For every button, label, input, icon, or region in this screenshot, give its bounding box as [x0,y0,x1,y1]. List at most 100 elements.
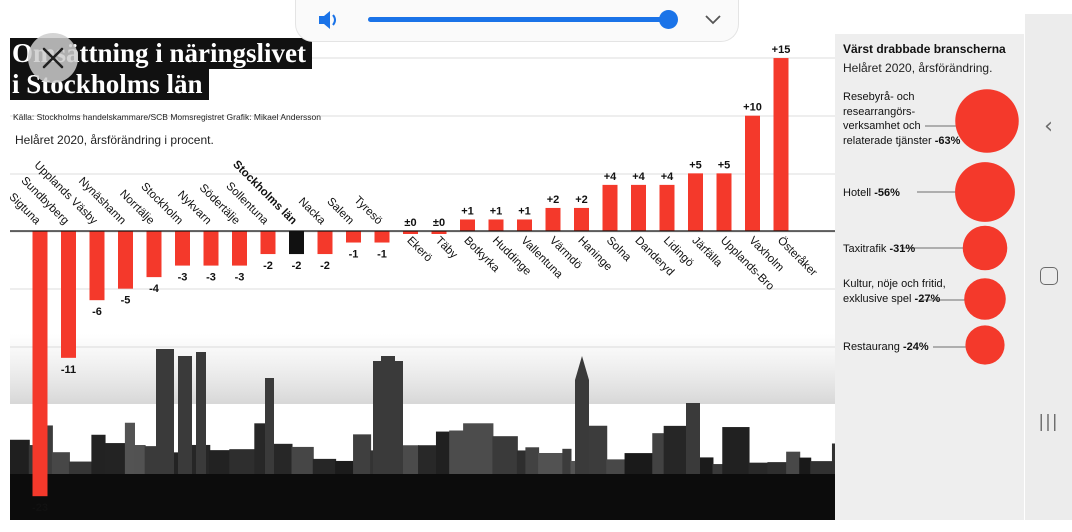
skyline-tower [196,352,206,520]
bar [175,231,190,266]
value-label: ±0 [433,217,445,229]
value-label: +2 [547,194,560,206]
home-button[interactable] [1025,267,1072,289]
bar [431,231,447,234]
value-label: +5 [689,159,702,171]
volume-slider-thumb[interactable] [658,10,678,29]
volume-icon[interactable] [314,5,344,35]
industry-label: Taxitrafik -31% [843,242,915,257]
category-label: Nacka [296,196,328,228]
media-controls [295,0,739,42]
skyline-building [254,423,266,520]
volume-slider-fill [368,17,668,22]
skyline-building [42,425,53,520]
back-button[interactable]: ‹ [1025,114,1072,139]
skyline-tower [381,356,395,362]
industry-bubble [955,162,1015,222]
bar [89,231,105,301]
chevron-down-icon[interactable] [702,8,724,30]
industry-value: -24% [902,341,929,353]
bar [32,231,48,497]
home-icon [1039,267,1058,285]
skyline-building [124,422,135,520]
close-button[interactable] [28,33,78,83]
industry-bubble [955,89,1019,153]
bar [773,58,789,231]
bar [574,207,589,231]
value-label: ±0 [404,217,416,229]
value-label: +4 [632,171,645,183]
category-label: Ekerö [404,235,434,265]
navigation-bar: ‹ ||| [1025,14,1072,520]
value-label: +4 [661,171,674,183]
category-label: Salem [324,196,356,228]
value-label: -3 [235,272,245,284]
industry-label: Restaurang -24% [843,340,929,355]
bar [488,219,504,231]
bar [716,173,732,231]
bar [517,219,532,231]
bar [146,231,162,278]
bar [602,184,618,231]
bar [289,231,304,255]
bar [346,231,361,243]
value-label: +1 [490,205,503,217]
chart-graphic: -23 Sigtuna -11 Sundbyberg -6 Upplands Väsby -… [10,34,1024,520]
panel-subtitle: Helåret 2020, årsförändring. [843,61,993,75]
industry-bubble [965,325,1005,365]
bar [659,184,675,231]
industry-name: Restaurang [843,341,900,353]
value-label: +15 [772,44,791,56]
industry-value: -27% [914,292,941,305]
industry-name: Resebyrå- och researrangörs- verksamhet … [843,91,932,147]
industry-bubble [964,278,1006,320]
industry-name: Hotell [843,187,872,199]
industry-label: Hotell -56% [843,186,900,201]
value-label: -1 [377,249,387,261]
value-label: +2 [575,194,588,206]
value-label: -2 [320,260,330,272]
skyline-tower [265,378,274,520]
industry-panel: Värst drabbade branscherna Helåret 2020,… [835,34,1024,520]
bar [688,173,703,231]
value-label: -4 [149,283,160,295]
bar [631,184,646,231]
bar [203,231,219,266]
bar [403,231,418,234]
value-label: +5 [718,159,731,171]
volume-slider-track[interactable] [368,10,678,29]
recents-icon: ||| [1038,412,1059,432]
industry-bubble [962,225,1008,271]
chart-subtitle: Helåret 2020, årsförändring i procent. [15,133,214,147]
industry-label: Kultur, nöje och fritid, exklusive spel … [843,277,947,306]
value-label: +4 [604,171,617,183]
value-label: -6 [92,306,102,318]
bars [32,58,789,497]
industry-name: Kultur, nöje och fritid, exklusive spel [843,278,946,305]
source-credit: Källa: Stockholms handelskammare/SCB Mom… [13,112,322,122]
panel-title: Värst drabbade branscherna [843,42,1006,56]
panel-bubbles [901,89,1019,365]
value-label: -3 [206,272,216,284]
skyline-spire [575,356,589,380]
value-label: -23 [32,502,48,514]
value-label: +1 [461,205,474,217]
category-label: Järfälla [689,235,724,270]
value-label: -11 [61,364,76,376]
industry-value: -31% [889,243,916,255]
bar [374,231,390,243]
close-icon [42,47,64,69]
category-label: Österåker [775,235,819,279]
bar [460,219,475,231]
value-label: +10 [743,102,762,114]
industry-label: Resebyrå- och researrangörs- verksamhet … [843,90,963,148]
category-label: Täby [433,235,460,262]
value-label: -1 [349,249,359,261]
bar [317,231,333,255]
sky-haze [10,334,835,404]
back-icon: ‹ [1044,114,1053,139]
industry-name: Taxitrafik [843,243,887,255]
bar [260,231,276,255]
bar [745,115,760,231]
recents-button[interactable]: ||| [1025,412,1072,432]
